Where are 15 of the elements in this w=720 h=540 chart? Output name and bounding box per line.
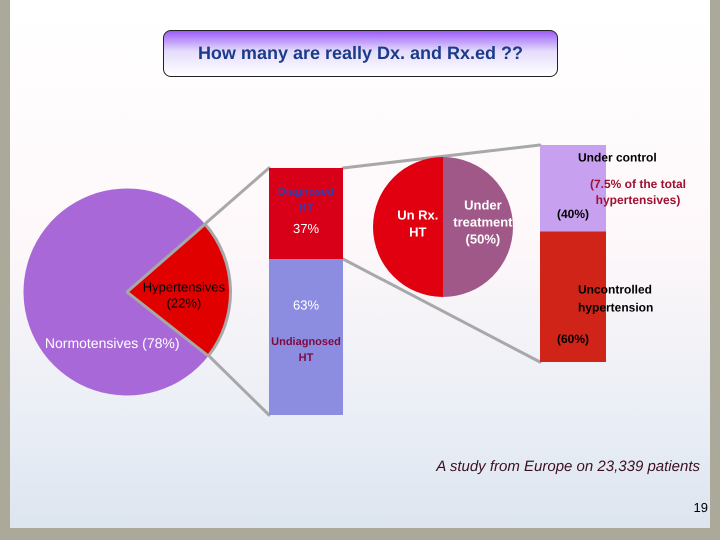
data-label: (60%): [556, 332, 590, 346]
text: A study from Europe on 23,339 patients: [436, 458, 700, 475]
text: How many are really Dx. and Rx.ed ??: [198, 43, 524, 64]
series-label: Under control: [578, 150, 657, 164]
data-label: (40%): [556, 206, 590, 221]
text: 19: [694, 500, 708, 515]
series-label: Diagnosed HT: [278, 186, 334, 214]
data-label: 63%: [292, 298, 320, 313]
data-label: 37%: [292, 220, 320, 236]
series-label: Undiagnosed HT: [271, 336, 341, 364]
slice-label: Under treatment (50%): [453, 198, 514, 247]
slice-label: Un Rx. HT: [397, 207, 438, 240]
slice-label: Hypertensives (22%): [142, 280, 226, 311]
annotation: (7.5% of the total hypertensives): [588, 176, 687, 208]
slice-label: Normotensives (78%): [44, 335, 180, 352]
